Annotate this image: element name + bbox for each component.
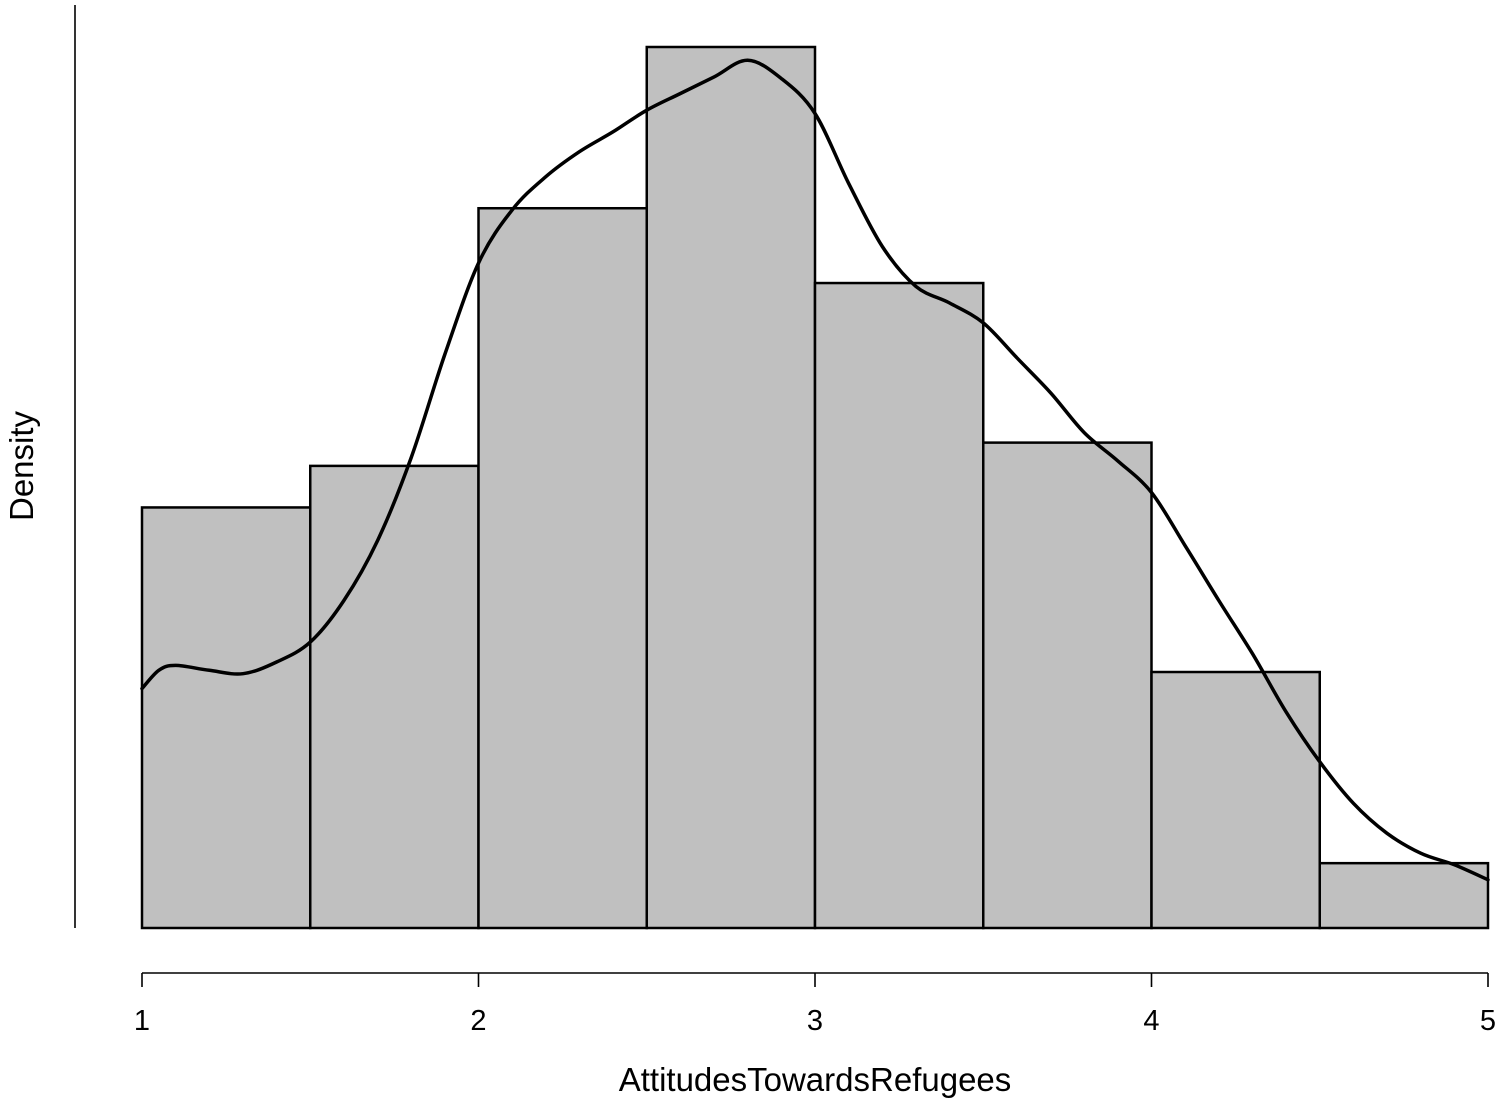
- density-curve: [140, 58, 1490, 882]
- histogram-bar-3: [477, 206, 648, 930]
- histogram-bar-5: [813, 281, 985, 930]
- histogram-bar-4: [645, 45, 817, 930]
- histogram-bar-7: [1150, 670, 1321, 930]
- x-tick-label: 1: [134, 1005, 150, 1037]
- histogram-bar-1: [140, 506, 312, 930]
- histogram-bars: [140, 45, 1490, 930]
- x-axis-ticks: 1 2 3 4 5: [134, 973, 1496, 1037]
- x-tick-label: 4: [1143, 1005, 1159, 1037]
- histogram-bar-8: [1318, 861, 1490, 930]
- x-tick-label: 3: [807, 1005, 823, 1037]
- x-tick-label: 2: [470, 1005, 486, 1037]
- histogram-bar-6: [982, 441, 1153, 930]
- x-axis-title: AttitudesTowardsRefugees: [619, 1061, 1012, 1098]
- x-tick-label: 5: [1480, 1005, 1496, 1037]
- y-axis-title: Density: [3, 410, 40, 521]
- histogram-bar-2: [309, 464, 480, 930]
